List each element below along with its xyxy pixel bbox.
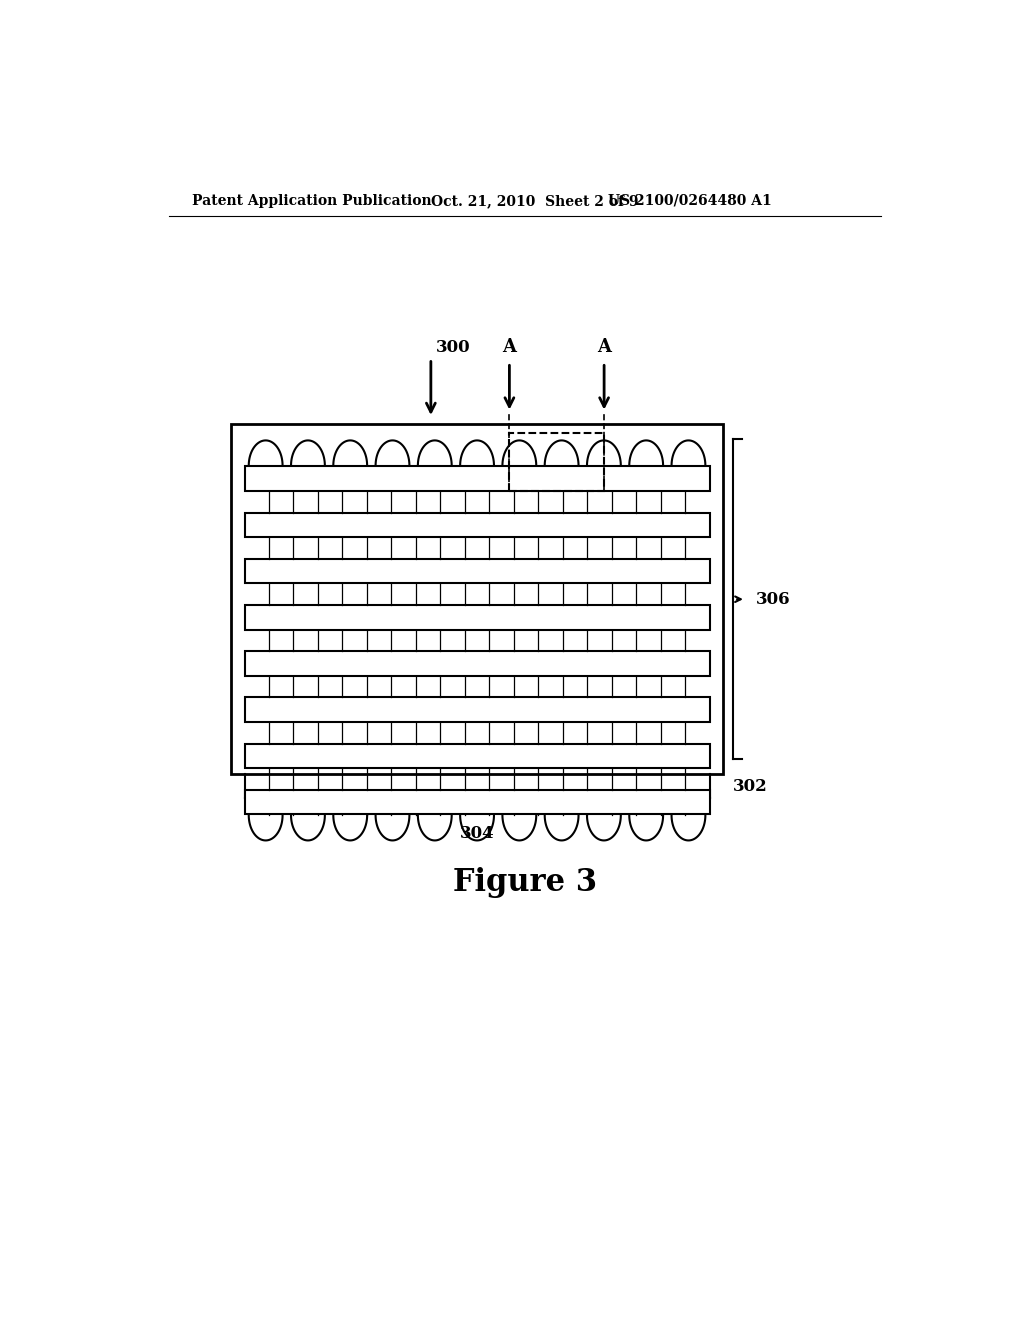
Text: A: A — [503, 338, 516, 356]
Bar — [245, 651, 710, 676]
Bar — [509, 433, 604, 491]
Text: Oct. 21, 2010  Sheet 2 of 9: Oct. 21, 2010 Sheet 2 of 9 — [431, 194, 638, 207]
Text: 306: 306 — [756, 591, 791, 607]
Text: Figure 3: Figure 3 — [453, 867, 597, 898]
Bar — [245, 558, 710, 583]
Bar — [230, 424, 724, 775]
Bar — [245, 789, 710, 814]
Bar — [245, 697, 710, 722]
Text: A: A — [597, 338, 611, 356]
Bar — [245, 605, 710, 630]
Bar — [245, 512, 710, 537]
Text: 300: 300 — [435, 338, 470, 355]
Text: Patent Application Publication: Patent Application Publication — [193, 194, 432, 207]
Bar — [245, 466, 710, 491]
Text: US 2100/0264480 A1: US 2100/0264480 A1 — [608, 194, 772, 207]
Text: 304: 304 — [460, 825, 495, 842]
Bar — [245, 743, 710, 768]
Text: 302: 302 — [733, 779, 767, 795]
